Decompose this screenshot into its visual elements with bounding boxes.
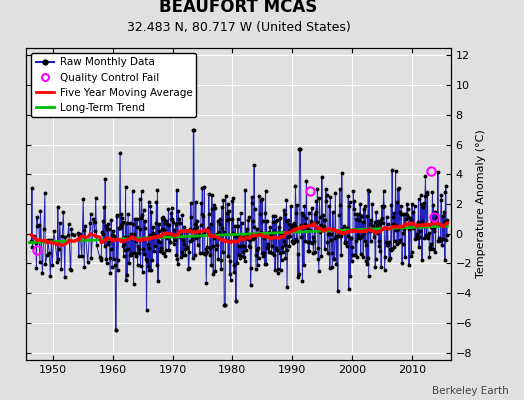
Legend: Raw Monthly Data, Quality Control Fail, Five Year Moving Average, Long-Term Tren: Raw Monthly Data, Quality Control Fail, … (31, 53, 196, 117)
Y-axis label: Temperature Anomaly (°C): Temperature Anomaly (°C) (476, 130, 486, 278)
Text: Berkeley Earth: Berkeley Earth (432, 386, 508, 396)
Text: BEAUFORT MCAS: BEAUFORT MCAS (159, 0, 318, 16)
Text: 32.483 N, 80.717 W (United States): 32.483 N, 80.717 W (United States) (126, 21, 351, 34)
